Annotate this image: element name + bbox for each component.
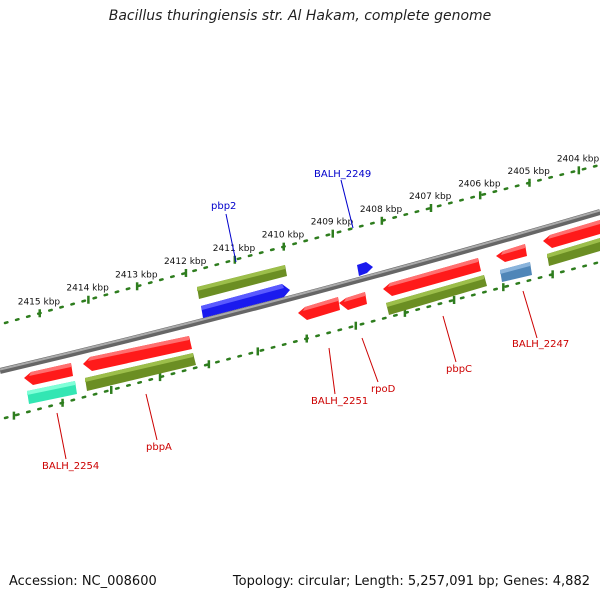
- feature-red-balh2247[interactable]: [496, 244, 527, 262]
- genome-summary-text: Topology: circular; Length: 5,257,091 bp…: [232, 574, 590, 589]
- feature-olive-pbpc[interactable]: [386, 275, 487, 315]
- feature-red-pbpc[interactable]: [383, 258, 481, 296]
- label-pbpa[interactable]: pbpA: [146, 442, 172, 453]
- outer-ruler-label: 2410 kbp: [262, 231, 305, 241]
- feature-red-pbpa[interactable]: [83, 336, 192, 371]
- label-balh-2254[interactable]: BALH_2254: [42, 461, 99, 472]
- outer-ruler-labels: 2415 kbp 2414 kbp 2413 kbp 2412 kbp 2411 kbp…: [18, 154, 600, 307]
- outer-ruler-label: 2407 kbp: [409, 192, 452, 202]
- outer-ruler-label: 2411 kbp: [213, 244, 256, 254]
- outer-ruler-label: 2406 kbp: [458, 179, 501, 189]
- gene-labels: pbp2 BALH_2249 BALH_2247 pbpC rpoD BALH_…: [42, 169, 569, 472]
- outer-ruler-label: 2412 kbp: [164, 257, 207, 267]
- feature-olive-right-edge[interactable]: [547, 238, 600, 266]
- feature-olive-pbpa[interactable]: [85, 353, 196, 391]
- outer-ruler-label: 2415 kbp: [18, 297, 61, 307]
- accession-text: Accession: NC_008600: [9, 574, 157, 589]
- feature-olive-pbp2[interactable]: [197, 265, 287, 299]
- inner-kbp-ruler: [3, 260, 600, 420]
- label-pbpc[interactable]: pbpC: [446, 364, 472, 375]
- feature-aqua-balh2254[interactable]: [27, 381, 77, 404]
- feature-steel-balh2247[interactable]: [500, 262, 532, 282]
- outer-ruler-label: 2405 kbp: [507, 167, 550, 177]
- inner-ruler-ticks: [12, 270, 554, 420]
- feature-blue-balh2249[interactable]: [357, 262, 373, 276]
- outer-ruler-label: 2413 kbp: [115, 270, 158, 280]
- outer-ruler-label: 2404 kbp: [557, 154, 600, 164]
- label-balh-2249[interactable]: BALH_2249: [314, 169, 371, 180]
- gene-features: [24, 220, 600, 404]
- feature-red-rpod[interactable]: [339, 292, 367, 310]
- outer-kbp-ruler: [3, 163, 600, 325]
- outer-ruler-label: 2409 kbp: [311, 218, 354, 228]
- outer-ruler-ticks: [38, 166, 581, 318]
- outer-ruler-label: 2414 kbp: [66, 284, 109, 294]
- label-balh-2247[interactable]: BALH_2247: [512, 339, 569, 350]
- label-balh-2251[interactable]: BALH_2251: [311, 396, 368, 407]
- label-rpod[interactable]: rpoD: [371, 384, 396, 395]
- map-title: Bacillus thuringiensis str. Al Hakam, co…: [108, 8, 492, 24]
- label-leaders: [56, 179, 538, 460]
- label-pbp2[interactable]: pbp2: [211, 201, 236, 212]
- feature-red-right-edge[interactable]: [543, 220, 600, 248]
- feature-red-balh2254[interactable]: [24, 363, 73, 385]
- outer-ruler-label: 2408 kbp: [360, 205, 403, 215]
- backbone: [0, 209, 600, 374]
- feature-red-balh2251[interactable]: [298, 297, 340, 320]
- feature-blue-pbp2[interactable]: [201, 284, 290, 318]
